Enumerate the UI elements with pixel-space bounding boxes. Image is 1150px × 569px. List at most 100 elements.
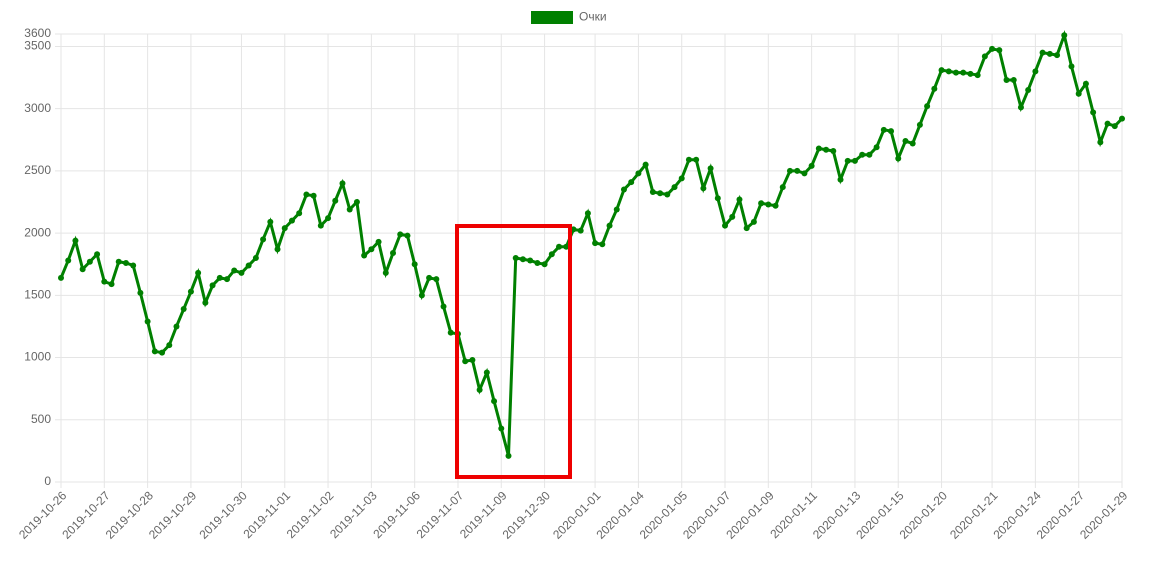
data-point <box>1032 68 1039 75</box>
data-point <box>635 170 642 177</box>
data-point <box>952 69 959 76</box>
data-point <box>260 236 267 243</box>
data-point <box>606 222 613 229</box>
data-point <box>722 222 729 229</box>
data-point <box>577 227 584 234</box>
data-point <box>519 256 526 263</box>
data-point <box>945 68 952 75</box>
data-point <box>924 103 931 110</box>
data-point <box>346 206 353 213</box>
data-point <box>130 262 137 269</box>
data-point <box>960 69 967 76</box>
data-point <box>916 121 923 128</box>
data-point <box>159 349 166 356</box>
data-point <box>830 147 837 154</box>
data-point <box>274 246 281 253</box>
data-point <box>491 398 498 405</box>
data-point <box>382 269 389 276</box>
data-point <box>808 162 815 169</box>
data-point <box>101 278 108 285</box>
data-point <box>786 167 793 174</box>
data-point <box>303 191 310 198</box>
y-tick-label: 2000 <box>24 225 51 239</box>
data-point <box>642 161 649 168</box>
data-point <box>79 266 86 273</box>
data-point <box>902 138 909 145</box>
data-point <box>151 348 158 355</box>
data-point <box>613 206 620 213</box>
data-point <box>714 195 721 202</box>
data-point <box>628 179 635 186</box>
data-point <box>736 196 743 203</box>
data-point <box>599 241 606 248</box>
data-line <box>59 29 1124 457</box>
y-tick-label: 3500 <box>24 39 51 53</box>
data-point <box>375 238 382 245</box>
data-point <box>404 232 411 239</box>
data-point <box>772 202 779 209</box>
data-point <box>657 190 664 197</box>
data-point <box>252 255 259 261</box>
data-point <box>909 140 916 147</box>
data-point <box>310 192 317 199</box>
data-point <box>317 222 324 229</box>
legend: Очки <box>531 10 607 24</box>
x-tick-label: 2020-01-20 <box>897 488 951 542</box>
data-point <box>353 199 360 205</box>
data-point <box>700 185 707 192</box>
x-tick-label: 2019-10-29 <box>146 488 200 542</box>
data-point <box>989 45 996 52</box>
data-point <box>115 258 122 265</box>
data-point <box>411 261 418 268</box>
data-point <box>563 243 570 250</box>
data-point <box>187 288 194 295</box>
highlight-box <box>455 224 572 479</box>
data-point <box>390 250 397 257</box>
data-point <box>1054 52 1061 59</box>
y-tick-label: 3000 <box>24 101 51 115</box>
data-point <box>534 259 541 266</box>
data-point <box>1003 77 1010 84</box>
data-point <box>209 282 216 289</box>
data-point <box>368 246 375 253</box>
data-point <box>137 289 144 296</box>
data-point <box>693 156 700 163</box>
data-point <box>758 200 765 207</box>
data-point <box>1104 120 1111 127</box>
data-point <box>238 269 245 276</box>
data-point <box>58 274 64 281</box>
data-point <box>469 357 476 364</box>
data-point <box>527 257 534 264</box>
data-point <box>895 155 902 162</box>
data-point <box>433 276 440 283</box>
data-point <box>122 259 129 266</box>
data-point <box>671 184 678 191</box>
data-point <box>541 261 548 268</box>
data-point <box>1046 50 1053 57</box>
data-point <box>707 165 714 172</box>
data-point <box>173 323 180 330</box>
data-point <box>361 252 368 259</box>
legend-label: Очки <box>579 10 607 24</box>
data-point <box>418 292 425 299</box>
y-tick-label: 1500 <box>24 288 51 302</box>
data-point <box>556 243 563 250</box>
data-point <box>267 218 274 225</box>
data-point <box>548 251 555 258</box>
data-point <box>584 210 591 217</box>
data-point <box>931 85 938 92</box>
data-point <box>94 251 101 258</box>
data-point <box>281 225 288 232</box>
data-point <box>779 184 786 191</box>
data-point <box>794 167 801 174</box>
data-point <box>397 231 404 238</box>
y-tick-label: 2500 <box>24 163 51 177</box>
data-point <box>288 217 295 224</box>
legend-swatch <box>531 11 573 24</box>
data-point <box>1025 87 1032 93</box>
data-point <box>823 146 830 153</box>
data-point <box>180 306 187 313</box>
data-point <box>1017 104 1024 111</box>
data-point <box>195 269 202 276</box>
